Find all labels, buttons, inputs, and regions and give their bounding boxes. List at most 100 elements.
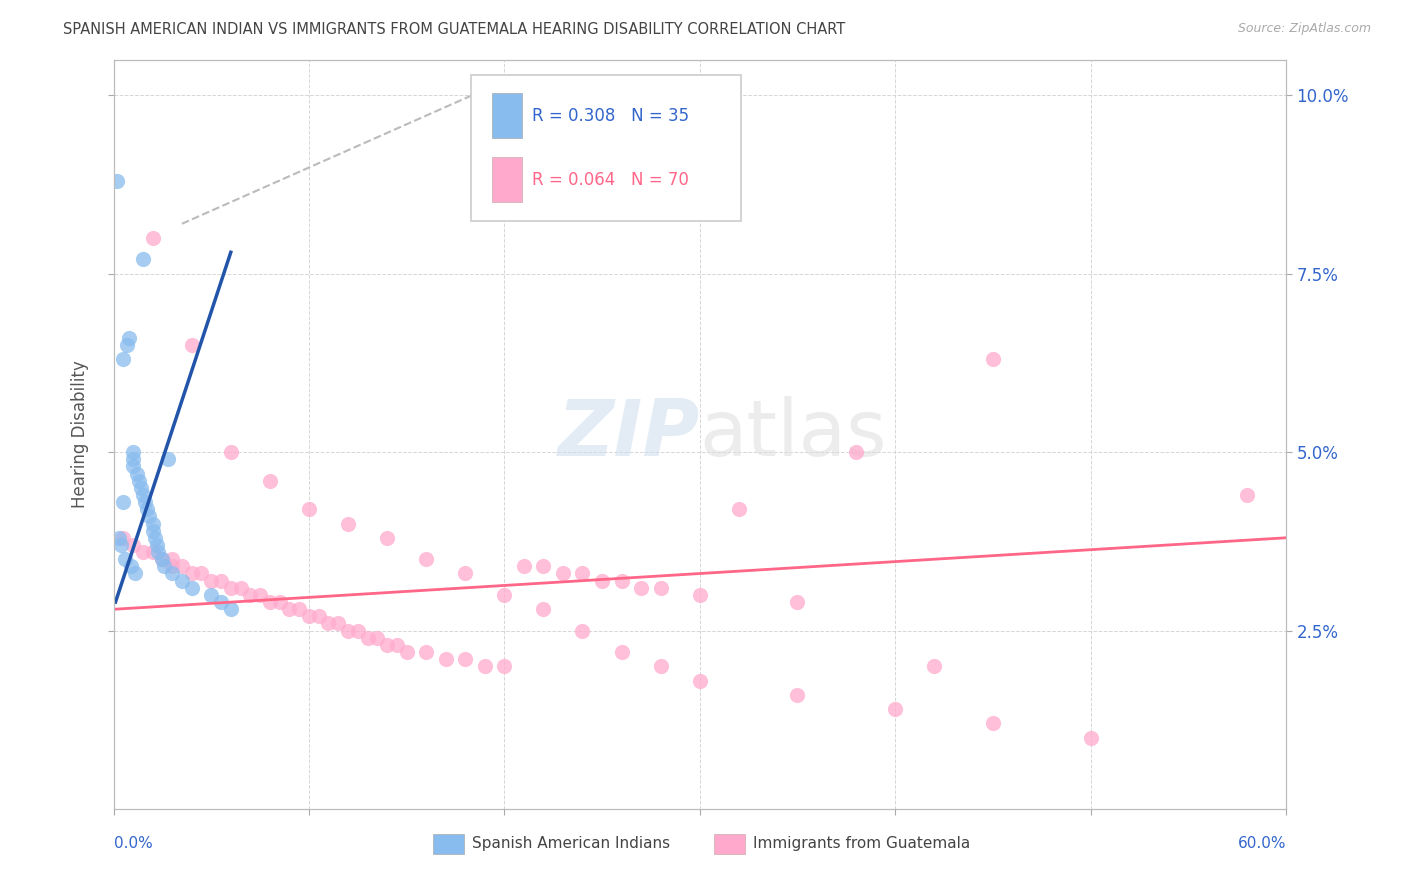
Point — [200, 588, 222, 602]
Text: Source: ZipAtlas.com: Source: ZipAtlas.com — [1237, 22, 1371, 36]
Text: ZIP: ZIP — [557, 396, 700, 472]
Point — [610, 574, 633, 588]
Point — [269, 595, 291, 609]
Text: Immigrants from Guatemala: Immigrants from Guatemala — [754, 837, 970, 851]
Point — [108, 531, 131, 545]
Point — [142, 231, 165, 245]
Point — [298, 609, 321, 624]
Point — [650, 659, 672, 673]
FancyBboxPatch shape — [492, 94, 522, 138]
Point — [114, 552, 136, 566]
Point — [143, 531, 166, 545]
Point — [1080, 731, 1102, 745]
Text: 60.0%: 60.0% — [1237, 836, 1286, 851]
Point — [845, 445, 868, 459]
Point — [337, 624, 360, 638]
Point — [689, 673, 711, 688]
Point — [375, 638, 398, 652]
Point — [132, 252, 155, 267]
Point — [200, 574, 222, 588]
Point — [135, 502, 157, 516]
Point — [610, 645, 633, 659]
FancyBboxPatch shape — [471, 75, 741, 220]
Point — [134, 495, 156, 509]
Text: R = 0.064   N = 70: R = 0.064 N = 70 — [531, 170, 689, 188]
Point — [160, 559, 183, 574]
Point — [112, 495, 135, 509]
Point — [107, 174, 129, 188]
Point — [454, 566, 477, 581]
Point — [219, 581, 242, 595]
Y-axis label: Hearing Disability: Hearing Disability — [72, 360, 89, 508]
Point — [1236, 488, 1258, 502]
Point — [229, 581, 252, 595]
Point — [170, 559, 193, 574]
Point — [110, 538, 132, 552]
Point — [128, 474, 150, 488]
Point — [454, 652, 477, 666]
Point — [494, 588, 516, 602]
Point — [591, 574, 613, 588]
Point — [112, 531, 135, 545]
Point — [571, 624, 593, 638]
Point — [786, 688, 808, 702]
Point — [124, 566, 146, 581]
Point — [727, 502, 749, 516]
Text: atlas: atlas — [700, 396, 887, 472]
Point — [298, 502, 321, 516]
Point — [513, 559, 536, 574]
Point — [142, 516, 165, 531]
Point — [249, 588, 271, 602]
Point — [356, 631, 378, 645]
Point — [209, 574, 232, 588]
Point — [318, 616, 340, 631]
Point — [180, 338, 202, 352]
Point — [259, 595, 281, 609]
Point — [630, 581, 652, 595]
Point — [415, 552, 437, 566]
Point — [494, 659, 516, 673]
Point — [650, 581, 672, 595]
Point — [981, 716, 1004, 731]
Point — [385, 638, 408, 652]
Point — [122, 445, 145, 459]
Point — [219, 602, 242, 616]
Point — [395, 645, 418, 659]
FancyBboxPatch shape — [492, 157, 522, 202]
Point — [219, 445, 242, 459]
Point — [415, 645, 437, 659]
Point — [160, 566, 183, 581]
Point — [148, 545, 170, 559]
Point — [180, 581, 202, 595]
Point — [308, 609, 330, 624]
Point — [180, 566, 202, 581]
Point — [474, 659, 496, 673]
Point — [142, 545, 165, 559]
Point — [152, 552, 174, 566]
Point — [153, 559, 176, 574]
Point — [551, 566, 574, 581]
Point — [786, 595, 808, 609]
Point — [366, 631, 388, 645]
Point — [157, 452, 180, 467]
Text: 0.0%: 0.0% — [114, 836, 152, 851]
Point — [922, 659, 945, 673]
Point — [142, 524, 165, 538]
Point — [118, 331, 141, 345]
Point — [346, 624, 368, 638]
Point — [981, 352, 1004, 367]
Point — [531, 602, 554, 616]
Point — [689, 588, 711, 602]
Point — [120, 559, 142, 574]
Point — [239, 588, 262, 602]
Point — [152, 552, 174, 566]
Point — [328, 616, 350, 631]
Point — [531, 559, 554, 574]
Point — [259, 474, 281, 488]
Point — [132, 488, 155, 502]
Point — [434, 652, 457, 666]
Point — [571, 566, 593, 581]
Point — [112, 352, 135, 367]
Point — [138, 509, 160, 524]
Point — [160, 552, 183, 566]
